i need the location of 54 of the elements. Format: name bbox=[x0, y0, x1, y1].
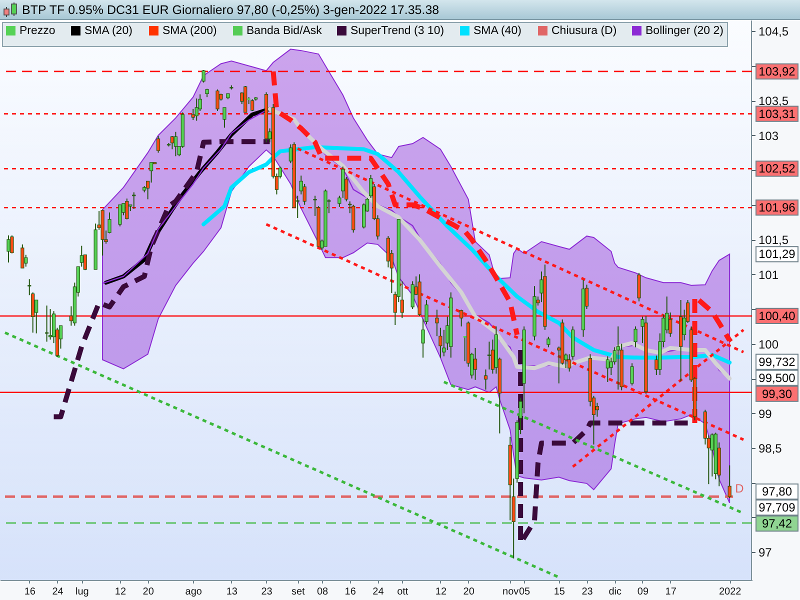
x-tick-label: 05 bbox=[518, 586, 531, 598]
y-tick-label: 98,5 bbox=[758, 441, 782, 456]
legend-label: Bollinger (20 2) bbox=[646, 24, 724, 37]
ref-line-label: 102,52 bbox=[758, 162, 796, 176]
y-tick-label: 99 bbox=[758, 406, 772, 421]
y-tick-label: 101 bbox=[758, 268, 779, 282]
y-tick-label: 100 bbox=[758, 337, 779, 352]
ref-line-label: 103,31 bbox=[758, 106, 796, 121]
annotation: 101,29 bbox=[758, 247, 796, 262]
annotation: 97,709 bbox=[758, 500, 796, 515]
x-tick-label: 15 bbox=[554, 586, 566, 598]
legend-label: Banda Bid/Ask bbox=[246, 24, 322, 37]
x-tick-label: nov bbox=[502, 586, 519, 598]
x-tick-label: 16 bbox=[344, 586, 356, 598]
x-tick-label: 17 bbox=[665, 586, 677, 598]
ref-line-label: 97,42 bbox=[762, 516, 792, 531]
ref-line-label: 99,30 bbox=[762, 386, 792, 401]
annotation: 99,732 bbox=[758, 354, 796, 369]
x-tick-label: 12 bbox=[435, 586, 447, 598]
y-tick-label: 103 bbox=[758, 128, 779, 143]
legend-label: Prezzo bbox=[20, 24, 56, 37]
data-label: D bbox=[735, 482, 744, 496]
legend-label: SMA (20) bbox=[84, 24, 133, 37]
x-tick-label: 23 bbox=[261, 586, 273, 598]
x-tick-label: 09 bbox=[637, 586, 649, 598]
x-tick-label: 16 bbox=[24, 586, 36, 598]
ref-line-label: 103,92 bbox=[758, 64, 796, 78]
ref-line-label: 100,40 bbox=[758, 308, 796, 323]
x-tick-label: 20 bbox=[463, 586, 475, 598]
x-tick-label: dic bbox=[608, 586, 622, 598]
x-tick-label: ago bbox=[185, 586, 202, 598]
legend-label: Chiusura (D) bbox=[552, 24, 617, 37]
legend-label: SMA (200) bbox=[162, 24, 217, 37]
x-tick-label: 08 bbox=[316, 586, 329, 598]
x-tick-label: 24 bbox=[52, 586, 64, 598]
chart-title: BTP TF 0.95% DC31 EUR Giornaliero 97,80 (-0,25%) 3-gen-2022 17.35.38 bbox=[22, 2, 440, 16]
x-tick-label: set bbox=[291, 586, 306, 598]
x-tick-label: 12 bbox=[114, 586, 126, 598]
legend-label: SMA (40) bbox=[474, 24, 522, 37]
x-tick-label: 13 bbox=[226, 586, 238, 598]
annotation: 99,500 bbox=[758, 370, 796, 385]
x-tick-label: 2022 bbox=[718, 586, 742, 598]
annotation: 97,80 bbox=[762, 484, 792, 499]
x-tick-label: lug bbox=[75, 586, 89, 598]
y-tick-label: 101,5 bbox=[758, 233, 789, 248]
y-tick-label: 103,5 bbox=[758, 94, 789, 108]
ref-line-label: 101,96 bbox=[758, 200, 796, 215]
y-tick-label: 97 bbox=[758, 546, 772, 560]
x-tick-label: ott bbox=[397, 586, 408, 598]
x-tick-label: 23 bbox=[582, 586, 594, 598]
legend-label: SuperTrend (3 10) bbox=[350, 24, 444, 37]
x-tick-label: 20 bbox=[142, 586, 154, 598]
y-tick-label: 104,5 bbox=[758, 24, 789, 39]
x-tick-label: 24 bbox=[372, 586, 384, 598]
